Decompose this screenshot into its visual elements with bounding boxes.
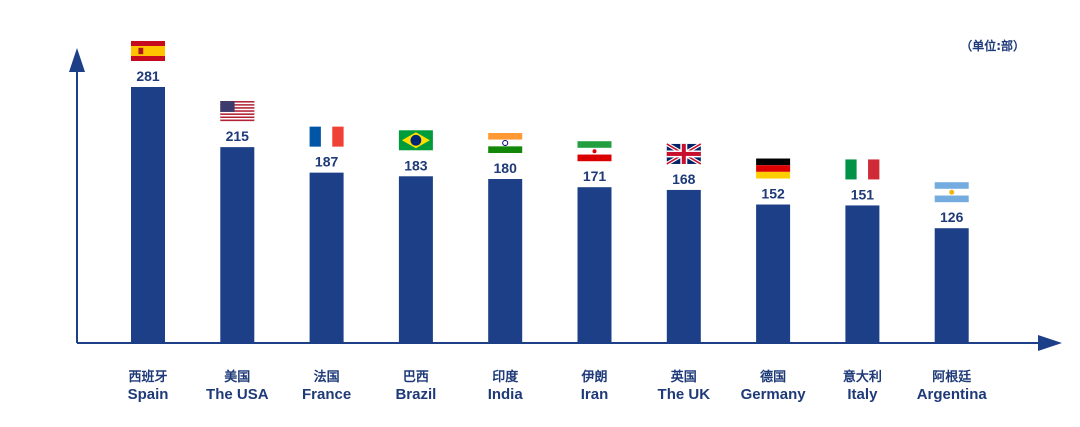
bar-spain — [131, 87, 165, 343]
category-label: India — [488, 386, 524, 403]
category-label-zh: 美国 — [224, 369, 250, 385]
category-label-zh: 伊朗 — [580, 369, 607, 385]
spain-flag-icon — [131, 41, 165, 61]
category-label: Italy — [847, 386, 878, 403]
usa-flag-icon — [220, 101, 255, 122]
data-label: 168 — [672, 171, 696, 187]
category-label-zh: 德国 — [760, 369, 786, 385]
data-label: 126 — [940, 209, 964, 225]
category-label: Germany — [741, 386, 807, 403]
bars-group — [131, 87, 969, 343]
data-label: 180 — [494, 160, 518, 176]
bar-the-uk — [666, 189, 701, 343]
bar-france — [309, 172, 344, 343]
category-label: Spain — [128, 386, 169, 403]
bar-germany — [756, 204, 791, 343]
value-labels-group: 281 215 187 183 180 171 168 152 151 126 — [136, 68, 963, 225]
data-label: 152 — [761, 186, 785, 202]
y-axis-arrow — [69, 48, 85, 72]
germany-flag-icon — [756, 158, 791, 179]
category-label: Iran — [581, 386, 609, 403]
category-label: The UK — [658, 386, 711, 403]
category-label: Brazil — [395, 386, 436, 403]
iran-flag-icon — [577, 141, 612, 162]
category-label: France — [302, 386, 351, 403]
bar-italy — [845, 205, 880, 343]
india-flag-icon — [488, 133, 523, 154]
bar-brazil — [398, 176, 433, 343]
bar-iran — [577, 187, 612, 343]
bar-argentina — [934, 228, 969, 343]
bar-the-usa — [220, 147, 255, 343]
flags-group — [131, 41, 969, 203]
category-label-zh: 意大利 — [843, 369, 882, 385]
uk-flag-icon — [665, 142, 702, 166]
category-label-zh: 巴西 — [403, 370, 429, 385]
axes — [69, 48, 1062, 351]
category-label-zh: 法国 — [314, 369, 340, 385]
italy-flag-icon — [845, 159, 880, 180]
data-label: 281 — [136, 68, 160, 84]
data-label: 151 — [851, 186, 875, 202]
category-label-zh: 印度 — [492, 369, 519, 385]
category-label-zh: 英国 — [670, 369, 697, 385]
data-label: 187 — [315, 154, 339, 170]
bar-india — [488, 179, 523, 343]
category-label: Argentina — [917, 386, 988, 403]
x-axis-arrow — [1038, 335, 1062, 351]
data-label: 215 — [226, 128, 250, 144]
category-label-zh: 西班牙 — [128, 369, 167, 385]
unit-label: （单位:部） — [960, 38, 1025, 53]
brazil-flag-icon — [398, 130, 433, 151]
france-flag-icon — [309, 126, 344, 147]
category-label: The USA — [206, 386, 269, 403]
data-label: 171 — [583, 168, 607, 184]
data-label: 183 — [404, 157, 428, 173]
argentina-flag-icon — [934, 182, 969, 203]
category-label-zh: 阿根廷 — [932, 369, 972, 385]
